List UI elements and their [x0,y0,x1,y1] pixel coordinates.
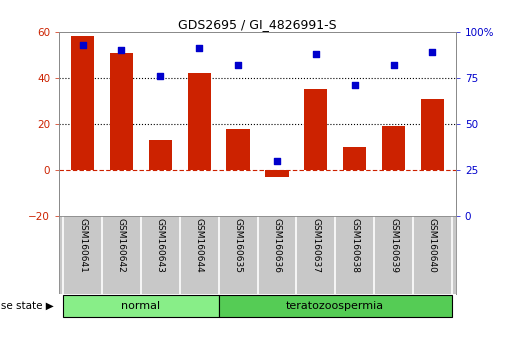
Text: GSM160641: GSM160641 [78,218,87,273]
Point [389,62,398,68]
Point [195,46,203,51]
Text: GSM160635: GSM160635 [234,218,243,273]
Text: GSM160637: GSM160637 [311,218,320,273]
Point [351,82,359,88]
Bar [304,89,328,170]
Bar [149,140,172,170]
Text: GSM160643: GSM160643 [156,218,165,273]
Point [273,158,281,164]
Point [78,42,87,47]
Point [234,62,242,68]
Text: GSM160644: GSM160644 [195,218,204,273]
Bar [63,295,219,318]
Bar [219,295,452,318]
Point [156,73,164,79]
Text: GSM160642: GSM160642 [117,218,126,273]
Text: normal: normal [122,301,161,311]
Bar [382,126,405,170]
Title: GDS2695 / GI_4826991-S: GDS2695 / GI_4826991-S [178,18,337,31]
Text: GSM160636: GSM160636 [272,218,281,273]
Bar [343,147,366,170]
Bar [421,99,444,170]
Bar [265,170,288,177]
Text: GSM160640: GSM160640 [428,218,437,273]
Text: teratozoospermia: teratozoospermia [286,301,384,311]
Text: GSM160639: GSM160639 [389,218,398,273]
Point [428,49,437,55]
Bar [187,73,211,170]
Point [117,47,126,53]
Text: GSM160638: GSM160638 [350,218,359,273]
Bar [71,36,94,170]
Bar [227,129,250,170]
Text: disease state ▶: disease state ▶ [0,301,54,311]
Bar [110,53,133,170]
Point [312,51,320,57]
